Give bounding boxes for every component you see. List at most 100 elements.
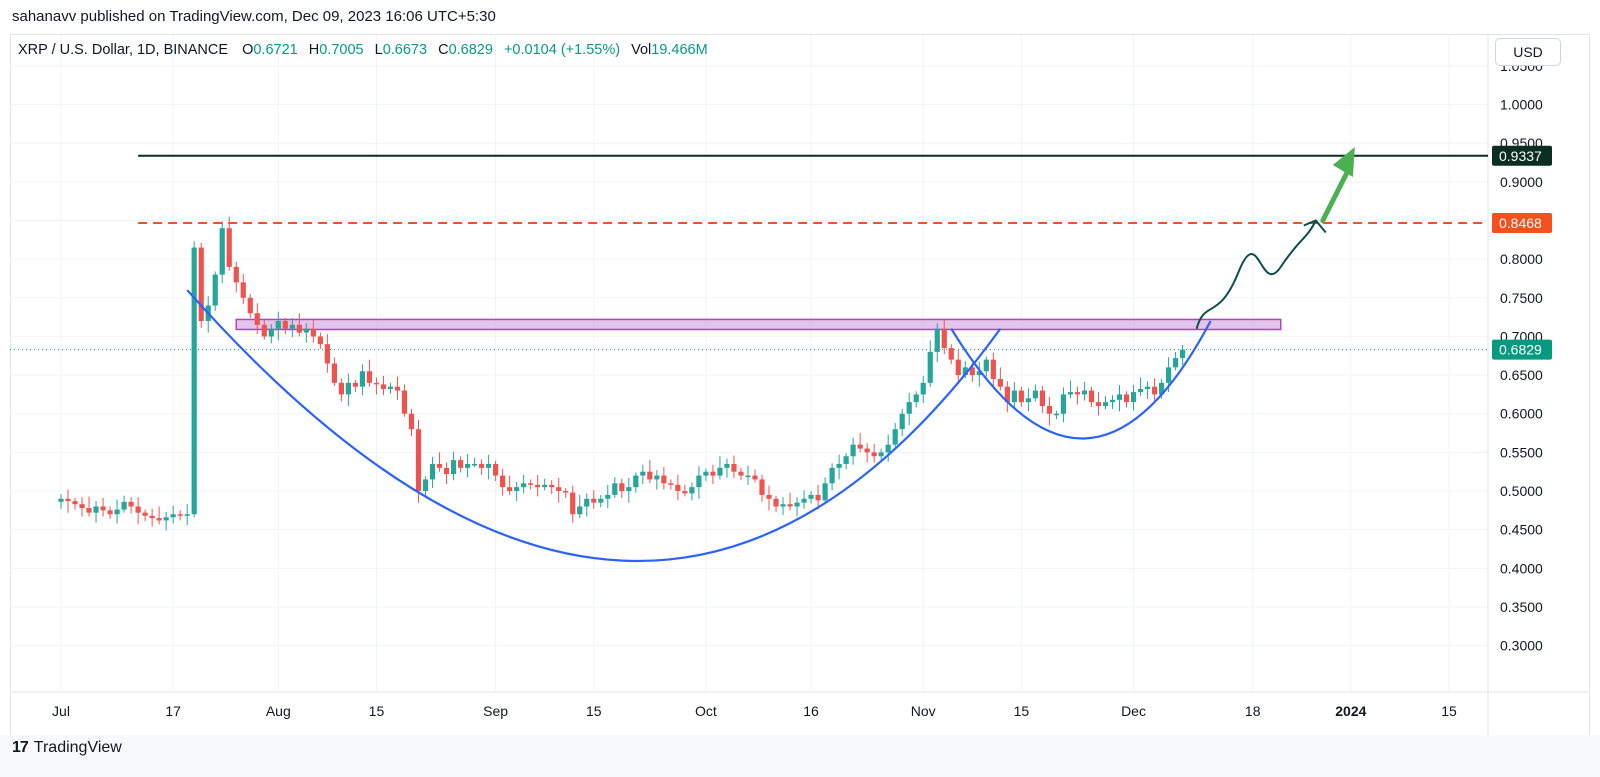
currency-button[interactable]: USD bbox=[1495, 38, 1561, 66]
x-tick-label: 15 bbox=[1014, 703, 1030, 719]
candle-body bbox=[913, 394, 919, 403]
candle-body bbox=[990, 359, 996, 379]
candle bbox=[899, 409, 905, 437]
candle-body bbox=[1011, 390, 1017, 403]
candle bbox=[507, 475, 513, 495]
candle-body bbox=[591, 498, 597, 503]
x-tick-label: 16 bbox=[803, 703, 819, 719]
candle bbox=[324, 334, 330, 373]
candle-body bbox=[542, 484, 548, 488]
candle bbox=[1025, 388, 1031, 412]
candle-body bbox=[738, 471, 744, 476]
candle bbox=[457, 456, 464, 473]
candle bbox=[577, 494, 583, 519]
candle-body bbox=[1074, 392, 1081, 395]
candle-body bbox=[163, 517, 169, 521]
candle bbox=[58, 494, 64, 509]
candle-body bbox=[1025, 398, 1031, 403]
candle-body bbox=[401, 390, 408, 414]
candle-body bbox=[815, 494, 821, 501]
current-price-badge: 0.6829 bbox=[1499, 342, 1542, 358]
candle bbox=[850, 437, 856, 465]
candle bbox=[1102, 395, 1109, 410]
candle bbox=[976, 361, 982, 387]
candle-body bbox=[107, 510, 113, 515]
y-tick-label: 0.5000 bbox=[1500, 483, 1543, 499]
candle bbox=[990, 352, 996, 388]
candle bbox=[878, 448, 884, 461]
candle bbox=[913, 391, 919, 408]
candle bbox=[843, 453, 849, 470]
candle bbox=[1095, 392, 1102, 416]
open-label: O bbox=[242, 42, 254, 58]
candle-body bbox=[415, 429, 422, 492]
candle-body bbox=[380, 384, 387, 390]
candle-body bbox=[1180, 349, 1186, 359]
candle bbox=[65, 489, 71, 513]
candle bbox=[927, 340, 933, 387]
candle bbox=[177, 510, 183, 521]
candle-body bbox=[850, 444, 856, 457]
candle bbox=[72, 497, 78, 510]
candle-body bbox=[366, 371, 373, 383]
open-value: 0.6721 bbox=[253, 42, 298, 58]
candle-body bbox=[906, 402, 912, 414]
symbol-name[interactable]: XRP / U.S. Dollar, 1D, BINANCE bbox=[18, 42, 229, 58]
candle-body bbox=[100, 506, 106, 511]
annotations-front bbox=[138, 146, 1488, 562]
candle-body bbox=[170, 514, 176, 518]
candle bbox=[443, 462, 450, 485]
candle-body bbox=[822, 483, 828, 501]
dashed-level-badge: 0.8468 bbox=[1499, 215, 1542, 231]
candle bbox=[191, 241, 197, 518]
candle bbox=[892, 423, 898, 448]
candle-body bbox=[780, 504, 786, 507]
candle bbox=[675, 474, 681, 501]
candle bbox=[542, 478, 548, 491]
candle bbox=[563, 487, 569, 498]
candle bbox=[345, 373, 352, 407]
candle bbox=[408, 409, 415, 437]
candle bbox=[240, 273, 246, 304]
candle-body bbox=[626, 487, 632, 492]
candle-body bbox=[577, 506, 583, 515]
candle-body bbox=[486, 463, 492, 468]
candle bbox=[815, 484, 821, 510]
candle bbox=[198, 242, 204, 328]
y-tick-label: 0.9000 bbox=[1500, 174, 1543, 190]
candle-body bbox=[696, 475, 702, 488]
candle-body bbox=[58, 498, 64, 502]
candle bbox=[1011, 382, 1017, 409]
candle-body bbox=[464, 463, 471, 468]
candle-body bbox=[479, 463, 485, 468]
time-axis[interactable]: Jul 17 Aug 15 Sep 15 Oct 16 Nov 15 Dec 18 2024 15 bbox=[52, 703, 1457, 719]
y-tick-label: 0.4000 bbox=[1500, 560, 1543, 576]
candle-body bbox=[254, 313, 260, 325]
y-tick-label: 0.4500 bbox=[1500, 522, 1543, 538]
y-tick-label: 0.8000 bbox=[1500, 251, 1543, 267]
candle-body bbox=[1081, 390, 1088, 395]
candle-body bbox=[1158, 382, 1165, 395]
candle-body bbox=[135, 506, 141, 513]
candle-body bbox=[261, 324, 267, 337]
candle bbox=[584, 493, 590, 517]
candle-body bbox=[1088, 390, 1095, 403]
x-tick-label: Dec bbox=[1121, 703, 1146, 719]
candle-body bbox=[331, 363, 337, 383]
candle bbox=[661, 467, 667, 490]
y-tick-label: 0.6000 bbox=[1500, 406, 1543, 422]
candle-body bbox=[871, 452, 877, 457]
candle-body bbox=[1018, 390, 1024, 403]
candle-body bbox=[1004, 386, 1010, 403]
candle bbox=[1088, 386, 1095, 407]
candle-body bbox=[927, 351, 933, 383]
price-chart[interactable]: 1.05001.00000.95000.90000.85000.80000.75… bbox=[0, 0, 1600, 735]
target-arrow-head-icon bbox=[1332, 146, 1355, 177]
footer[interactable]: 17 TradingView bbox=[12, 737, 122, 759]
candle-body bbox=[619, 483, 625, 492]
candle-body bbox=[584, 498, 590, 507]
candle-body bbox=[598, 498, 604, 503]
candle-body bbox=[934, 328, 940, 352]
candle-body bbox=[787, 504, 793, 507]
candle-body bbox=[352, 382, 359, 387]
